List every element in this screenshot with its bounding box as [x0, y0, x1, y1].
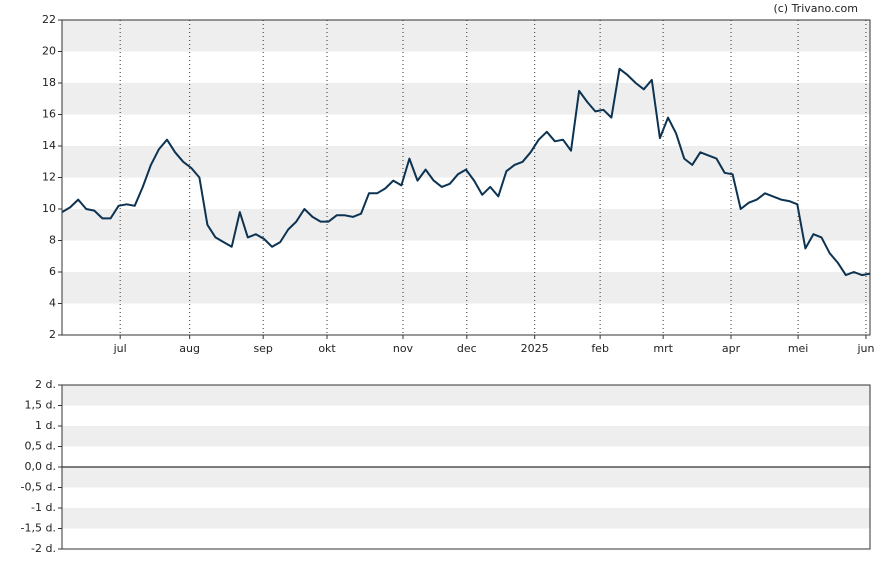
y-tick-label: 10 [42, 202, 56, 215]
y-tick-label: 0,5 d. [25, 440, 56, 453]
plot-frame [61, 19, 871, 336]
band [62, 146, 870, 178]
plot-frame [61, 384, 871, 550]
band [62, 209, 870, 241]
x-tick-label: okt [318, 342, 336, 355]
band [62, 20, 870, 52]
y-tick-label: -2 d. [31, 542, 56, 555]
y-tick-label: 0,0 d. [25, 460, 56, 473]
band [62, 272, 870, 304]
y-tick-label: 14 [42, 139, 56, 152]
band [62, 385, 870, 406]
y-tick-label: 1 d. [35, 419, 56, 432]
band [62, 426, 870, 447]
y-tick-label: -1 d. [31, 501, 56, 514]
y-tick-label: 1,5 d. [25, 399, 56, 412]
x-tick-label: 2025 [521, 342, 549, 355]
x-tick-label: aug [179, 342, 200, 355]
band [62, 83, 870, 115]
y-tick-label: 18 [42, 76, 56, 89]
y-tick-label: 6 [49, 265, 56, 278]
y-tick-label: 12 [42, 171, 56, 184]
price-line [61, 67, 871, 277]
y-tick-label: 2 d. [35, 378, 56, 391]
y-tick-label: 8 [49, 234, 56, 247]
band [62, 508, 870, 529]
y-tick-label: 16 [42, 108, 56, 121]
x-tick-label: jun [856, 342, 874, 355]
x-tick-label: mrt [653, 342, 673, 355]
x-tick-label: dec [457, 342, 477, 355]
x-tick-label: apr [722, 342, 741, 355]
y-tick-label: 2 [49, 328, 56, 341]
y-tick-label: 22 [42, 13, 56, 26]
y-tick-label: -0,5 d. [21, 481, 56, 494]
x-tick-label: mei [788, 342, 809, 355]
x-tick-label: jul [113, 342, 127, 355]
band [62, 467, 870, 488]
x-tick-label: sep [253, 342, 272, 355]
y-tick-label: -1,5 d. [21, 522, 56, 535]
x-tick-label: feb [591, 342, 609, 355]
x-tick-label: nov [393, 342, 414, 355]
credit: (c) Trivano.com [773, 2, 858, 15]
y-tick-label: 4 [49, 297, 56, 310]
y-tick-label: 20 [42, 45, 56, 58]
